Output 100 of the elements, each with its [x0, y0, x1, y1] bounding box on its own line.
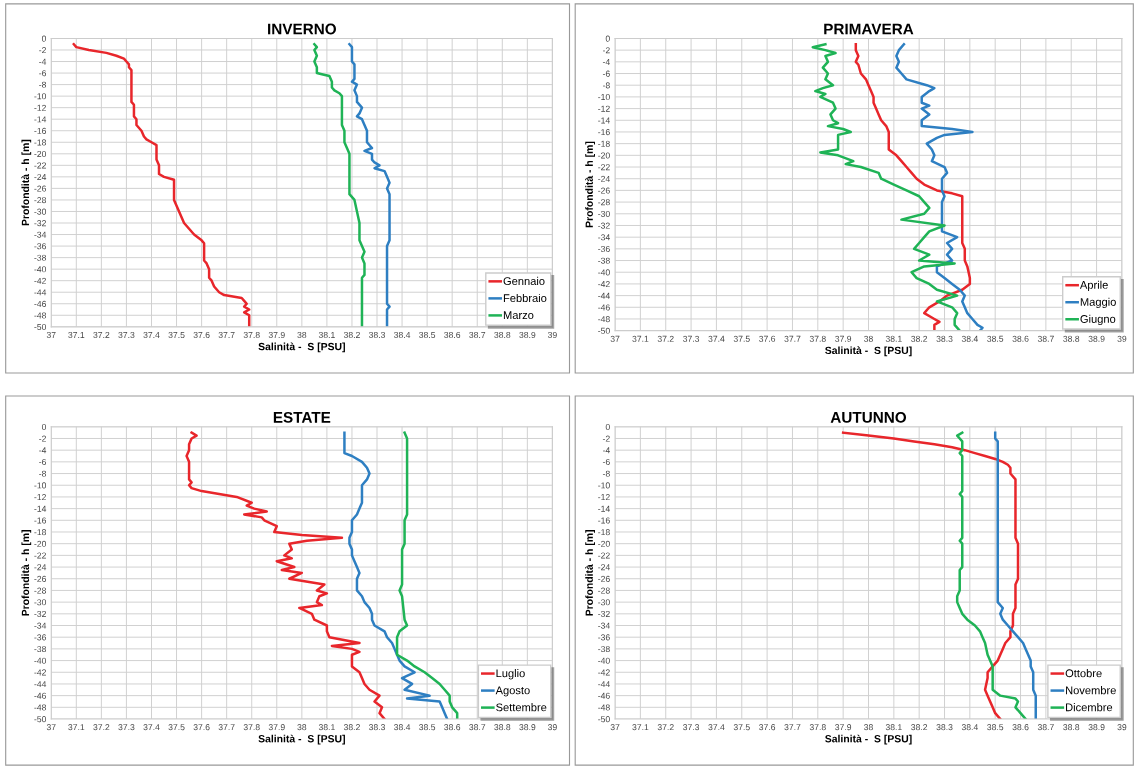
- y-tick-label: -2: [602, 47, 610, 54]
- chart-title: AUTUNNO: [830, 411, 907, 423]
- y-tick-label: -22: [598, 552, 610, 559]
- x-tick-label: 37.7: [218, 331, 235, 339]
- y-tick-label: -28: [598, 199, 610, 206]
- y-tick-label: -18: [34, 139, 47, 146]
- x-tick-label: 38: [864, 724, 873, 731]
- y-tick-label: -10: [34, 93, 47, 100]
- x-tick-label: 37.3: [683, 335, 700, 342]
- x-tick-label: 38.7: [469, 331, 486, 339]
- x-tick-label: 38.4: [961, 335, 978, 342]
- x-tick-label: 38.1: [885, 724, 902, 731]
- legend-label: Maggio: [1080, 297, 1116, 309]
- x-tick-label: 38.5: [987, 335, 1004, 342]
- x-tick-label: 37.3: [118, 331, 135, 339]
- y-tick-label: -16: [598, 129, 610, 136]
- x-tick-label: 37.1: [68, 724, 85, 731]
- y-tick-label: -20: [34, 540, 47, 547]
- y-axis-title: Profondità - h [m]: [21, 139, 32, 226]
- y-tick-label: 0: [605, 423, 610, 430]
- y-tick-label: -28: [34, 197, 47, 204]
- y-tick-label: -28: [34, 587, 47, 594]
- x-tick-label: 38.1: [885, 335, 902, 342]
- x-tick-label: 39: [1117, 335, 1127, 342]
- x-tick-label: 38.1: [318, 331, 335, 339]
- y-tick-label: -16: [34, 517, 47, 524]
- y-tick-label: -40: [598, 657, 610, 664]
- legend-label: Gennaio: [503, 276, 545, 286]
- x-tick-label: 37.6: [193, 331, 210, 339]
- x-tick-label: 38.6: [1012, 724, 1029, 731]
- y-axis-title: Profondità - h [m]: [585, 141, 595, 228]
- x-tick-label: 37: [46, 331, 56, 339]
- y-tick-label: -14: [34, 116, 47, 123]
- y-tick-label: -26: [598, 187, 610, 194]
- y-tick-label: -30: [34, 208, 47, 215]
- y-tick-label: -6: [602, 458, 610, 466]
- legend-label: Settembre: [496, 703, 547, 712]
- x-tick-label: 37.1: [632, 335, 649, 342]
- y-tick-label: -6: [39, 458, 47, 466]
- y-tick-label: -50: [598, 716, 610, 723]
- y-tick-label: -30: [598, 210, 610, 217]
- x-tick-label: 37.2: [657, 335, 674, 342]
- legend-label: Febbraio: [503, 293, 547, 303]
- x-tick-label: 37.9: [835, 335, 852, 342]
- y-tick-label: -14: [598, 505, 610, 512]
- legend-label: Ottobre: [1065, 669, 1102, 678]
- y-tick-label: -36: [34, 634, 47, 641]
- x-tick-label: 38.3: [368, 724, 386, 731]
- x-tick-label: 37.5: [168, 331, 185, 339]
- x-tick-label: 37.2: [93, 331, 110, 339]
- y-tick-label: -36: [598, 634, 610, 641]
- x-tick-label: 37.7: [784, 724, 801, 731]
- legend-label: Aprile: [1079, 280, 1108, 292]
- x-tick-label: 37.3: [683, 724, 700, 731]
- y-tick-label: -8: [39, 470, 47, 477]
- y-tick-label: -24: [34, 564, 47, 571]
- y-tick-label: -48: [34, 704, 47, 711]
- line-series: [955, 431, 1027, 720]
- x-tick-label: 38.7: [1037, 724, 1054, 731]
- y-axis-title: Profondità - h [m]: [21, 530, 32, 616]
- x-tick-label: 38: [864, 335, 873, 342]
- chart-title: INVERNO: [268, 23, 336, 35]
- y-tick-label: -4: [602, 59, 610, 65]
- x-tick-label: 38.9: [519, 331, 536, 339]
- y-tick-label: -40: [34, 266, 47, 273]
- x-tick-label: 38.6: [1012, 335, 1029, 342]
- y-tick-label: -2: [602, 435, 610, 442]
- x-tick-label: 37.3: [118, 724, 135, 731]
- y-tick-label: -22: [34, 162, 46, 169]
- y-tick-label: -46: [34, 692, 47, 699]
- x-tick-label: 38.2: [911, 335, 928, 342]
- x-tick-label: 38.8: [1063, 724, 1080, 731]
- line-series: [313, 42, 366, 327]
- y-tick-label: -22: [34, 552, 46, 559]
- y-tick-label: -30: [598, 599, 610, 606]
- x-tick-label: 38.8: [1063, 335, 1080, 342]
- x-tick-label: 37.6: [193, 724, 210, 731]
- y-tick-label: -42: [598, 281, 610, 288]
- legend-label: Dicembre: [1066, 703, 1113, 712]
- y-tick-label: -12: [598, 494, 610, 501]
- y-tick-label: -46: [598, 304, 610, 311]
- legend-label: Marzo: [503, 311, 534, 320]
- x-tick-label: 37.1: [68, 331, 85, 339]
- line-series: [811, 43, 961, 331]
- x-tick-label: 38.1: [318, 724, 335, 731]
- line-series: [72, 42, 251, 327]
- x-tick-label: 37: [610, 724, 620, 731]
- x-axis-title: Salinità - S [PSU]: [258, 734, 345, 745]
- x-tick-label: 38.7: [1037, 335, 1054, 342]
- y-tick-label: -50: [34, 323, 47, 331]
- x-tick-label: 37.5: [168, 724, 185, 731]
- chart-title: PRIMAVERA: [824, 23, 914, 35]
- x-tick-label: 38: [297, 331, 307, 339]
- x-tick-label: 38: [297, 724, 307, 731]
- x-tick-label: 38.3: [936, 724, 953, 731]
- x-tick-label: 38.2: [343, 724, 360, 731]
- y-tick-label: -4: [39, 58, 47, 65]
- x-tick-label: 37.2: [657, 724, 674, 731]
- y-tick-label: -44: [34, 289, 47, 296]
- y-tick-label: -28: [598, 587, 610, 594]
